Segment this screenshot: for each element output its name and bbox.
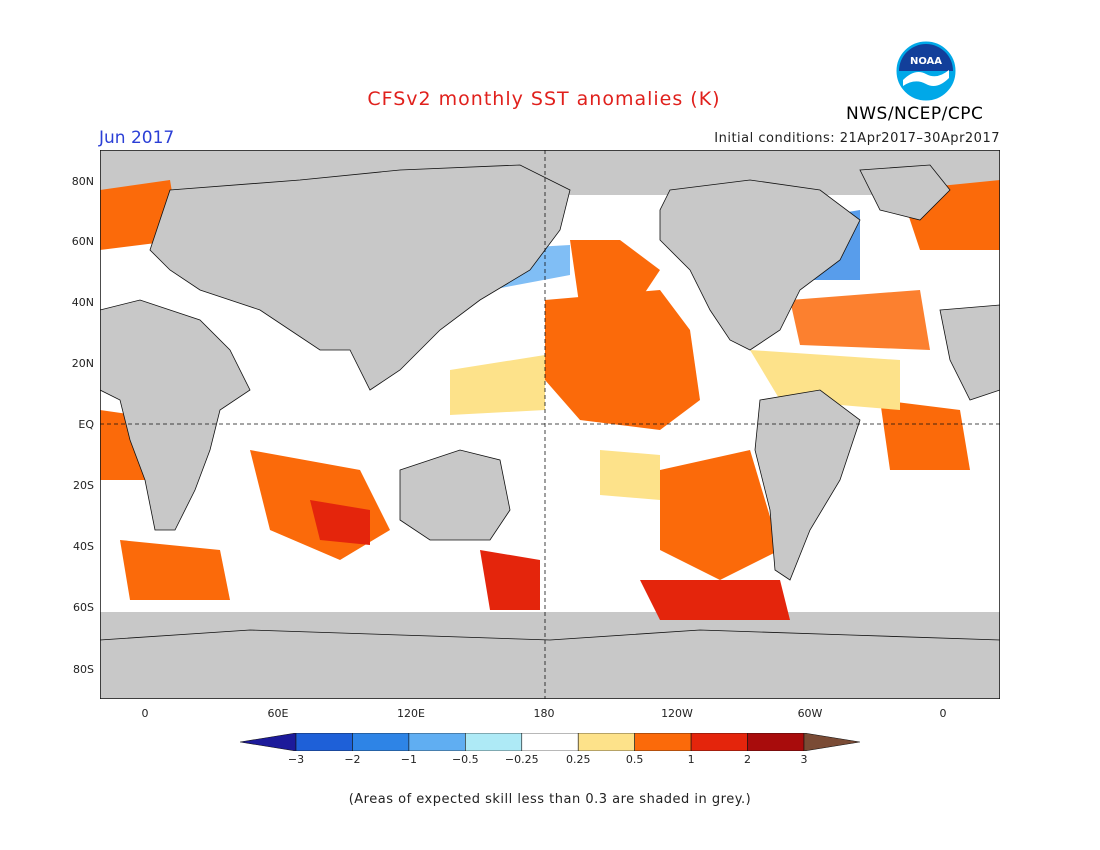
lat-label: 60N xyxy=(71,235,94,248)
chart-title: CFSv2 monthly SST anomalies (K) xyxy=(367,88,721,110)
colorbar-label: 0.25 xyxy=(565,753,591,766)
colorbar-swatch xyxy=(408,733,466,751)
lon-label: 120W xyxy=(661,707,693,720)
lat-label: 60S xyxy=(73,601,94,614)
colorbar-swatch xyxy=(352,733,410,751)
noaa-logo-icon: NOAA xyxy=(895,40,957,102)
colorbar-label: −2 xyxy=(344,753,361,766)
colorbar-label: 2 xyxy=(744,753,752,766)
colorbar-swatch xyxy=(240,733,297,751)
colorbar-swatch xyxy=(295,733,353,751)
lon-label: 60W xyxy=(797,707,823,720)
skill-footnote: (Areas of expected skill less than 0.3 a… xyxy=(348,792,752,807)
colorbar-swatch xyxy=(634,733,692,751)
lat-label: 80N xyxy=(71,175,94,188)
sst-anomaly-map xyxy=(100,150,1000,699)
forecast-month: Jun 2017 xyxy=(99,128,175,148)
colorbar-label: −0.25 xyxy=(504,753,539,766)
initial-conditions: Initial conditions: 21Apr2017–30Apr2017 xyxy=(714,131,1000,146)
lat-label: 20N xyxy=(71,357,94,370)
colorbar-swatch xyxy=(803,733,860,751)
colorbar-label: −3 xyxy=(287,753,305,766)
lon-label: 60E xyxy=(267,707,289,720)
lat-label: 80S xyxy=(73,663,94,676)
colorbar-label: −0.5 xyxy=(451,753,479,766)
agency-label: NWS/NCEP/CPC xyxy=(846,104,984,124)
colorbar xyxy=(240,733,860,751)
continents xyxy=(100,164,1000,699)
colorbar-label: 0.5 xyxy=(625,753,644,766)
svg-text:NOAA: NOAA xyxy=(910,56,942,67)
colorbar-swatch xyxy=(690,733,748,751)
lat-label: 40S xyxy=(73,540,94,553)
colorbar-swatch xyxy=(747,733,805,751)
colorbar-swatch xyxy=(465,733,523,751)
lon-label: 180 xyxy=(533,707,555,720)
lon-label: 120E xyxy=(397,707,425,720)
anomaly-patches xyxy=(100,180,1000,620)
lat-label: 40N xyxy=(71,296,94,309)
colorbar-label: 1 xyxy=(687,753,695,766)
colorbar-label: −1 xyxy=(400,753,417,766)
colorbar-swatch xyxy=(521,733,579,751)
lat-label: EQ xyxy=(78,418,94,431)
lon-label: 0 xyxy=(141,707,149,720)
lon-label: 0 xyxy=(939,707,947,720)
lat-label: 20S xyxy=(73,479,94,492)
colorbar-label: 3 xyxy=(800,753,808,766)
colorbar-swatch xyxy=(577,733,635,751)
